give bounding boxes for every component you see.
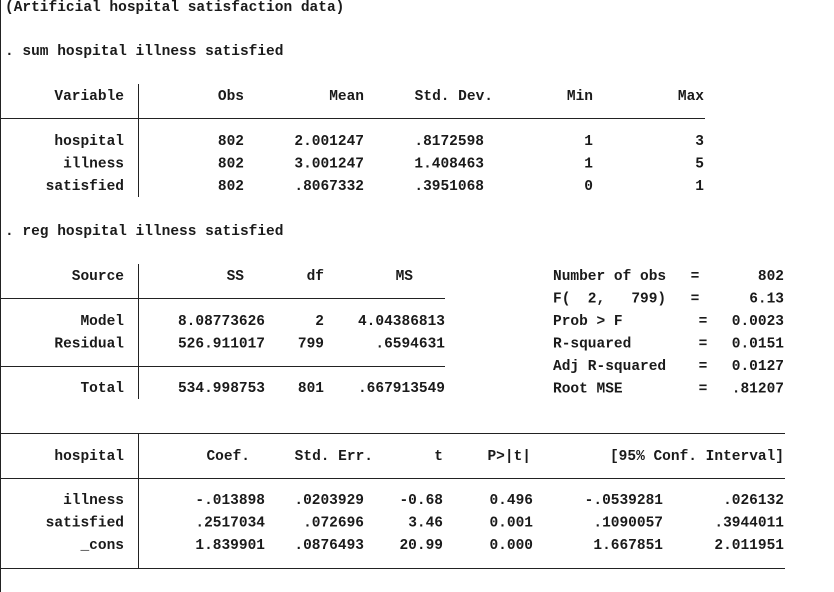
stat-value: .81207 (732, 381, 784, 397)
cell: .6594631 (375, 336, 445, 352)
column-header: Coef. (206, 449, 250, 465)
row-label: illness (63, 156, 124, 172)
cell: 3.001247 (294, 156, 364, 172)
cell: 2.001247 (294, 134, 364, 150)
row-label: satisfied (46, 515, 124, 531)
cell: .2517034 (195, 515, 265, 531)
cell: 5 (695, 156, 704, 172)
stat-eq: = (691, 269, 700, 285)
cell: .8067332 (294, 179, 364, 195)
stat-label: Prob > F (553, 314, 623, 330)
column-header: df (307, 269, 324, 285)
cell: .026132 (723, 493, 784, 509)
cell: 4.04386813 (358, 314, 445, 330)
cell: 0.000 (489, 538, 533, 554)
cell: 801 (298, 381, 324, 397)
row-label: _cons (79, 538, 124, 554)
column-header: Source (72, 269, 124, 285)
stat-value: 0.0023 (732, 314, 784, 330)
cell: 1 (695, 179, 704, 195)
stat-value: 0.0151 (732, 336, 785, 352)
cell: 0 (584, 179, 593, 195)
cell: -.0539281 (585, 493, 664, 509)
stat-label: R-squared (553, 336, 631, 352)
stat-label: Adj R-squared (553, 359, 666, 375)
cell: -0.68 (399, 493, 443, 509)
cell: -.013898 (195, 493, 265, 509)
cell: 1.667851 (593, 538, 663, 554)
cell: 1.839901 (195, 538, 265, 554)
column-header: [95% Conf. Interval] (610, 449, 784, 465)
row-label: Model (80, 314, 124, 330)
row-label: hospital (54, 134, 124, 150)
stat-label: F( 2, 799) (553, 291, 666, 307)
stat-value: 6.13 (749, 291, 784, 307)
cell: 20.99 (399, 538, 443, 554)
column-header: SS (227, 269, 245, 285)
cell: 799 (298, 336, 324, 352)
cell: 802 (218, 134, 244, 150)
cell: 1 (584, 134, 593, 150)
column-header: Mean (329, 89, 364, 105)
cell: 8.08773626 (178, 314, 265, 330)
stat-label: Number of obs (553, 269, 666, 285)
command: . sum hospital illness satisfied (5, 44, 283, 60)
cell: .667913549 (358, 381, 445, 397)
cell: .1090057 (593, 515, 663, 531)
cell: 1.408463 (414, 156, 484, 172)
cell: .3944011 (714, 515, 784, 531)
stat-eq: = (699, 359, 708, 375)
stat-value: 802 (758, 269, 784, 285)
stat-label: Root MSE (553, 381, 623, 397)
cell: .8172598 (414, 134, 484, 150)
command: . reg hospital illness satisfied (5, 224, 283, 240)
cell: 802 (218, 179, 244, 195)
cell: 2 (315, 314, 324, 330)
row-label: satisfied (46, 179, 124, 195)
cell: .0876493 (294, 538, 364, 554)
column-header: Std. Dev. (415, 89, 493, 105)
dataset-label: (Artificial hospital satisfaction data) (5, 0, 344, 16)
stat-eq: = (699, 336, 708, 352)
cell: 3.46 (408, 515, 443, 531)
cell: 3 (695, 134, 704, 150)
cell: .072696 (303, 515, 364, 531)
stat-eq: = (691, 291, 700, 307)
column-header: hospital (54, 449, 124, 465)
cell: 0.496 (489, 493, 533, 509)
column-header: Max (678, 89, 704, 105)
column-header: Std. Err. (295, 449, 373, 465)
cell: 1 (584, 156, 593, 172)
cell: 802 (218, 156, 244, 172)
row-label: illness (63, 493, 124, 509)
cell: .0203929 (294, 493, 364, 509)
column-header: Obs (218, 89, 244, 105)
cell: 2.011951 (714, 538, 784, 554)
stat-eq: = (699, 381, 708, 397)
cell: 534.998753 (178, 381, 265, 397)
row-label: Total (80, 381, 124, 397)
column-header: P>|t| (487, 449, 531, 465)
column-header: t (434, 449, 443, 465)
column-header: Variable (54, 89, 124, 105)
cell: .3951068 (414, 179, 484, 195)
cell: 526.911017 (178, 336, 265, 352)
cell: 0.001 (489, 515, 533, 531)
column-header: Min (567, 89, 593, 105)
row-label: Residual (54, 336, 124, 352)
column-header: MS (396, 269, 414, 285)
stat-eq: = (699, 314, 708, 330)
stat-value: 0.0127 (732, 359, 784, 375)
